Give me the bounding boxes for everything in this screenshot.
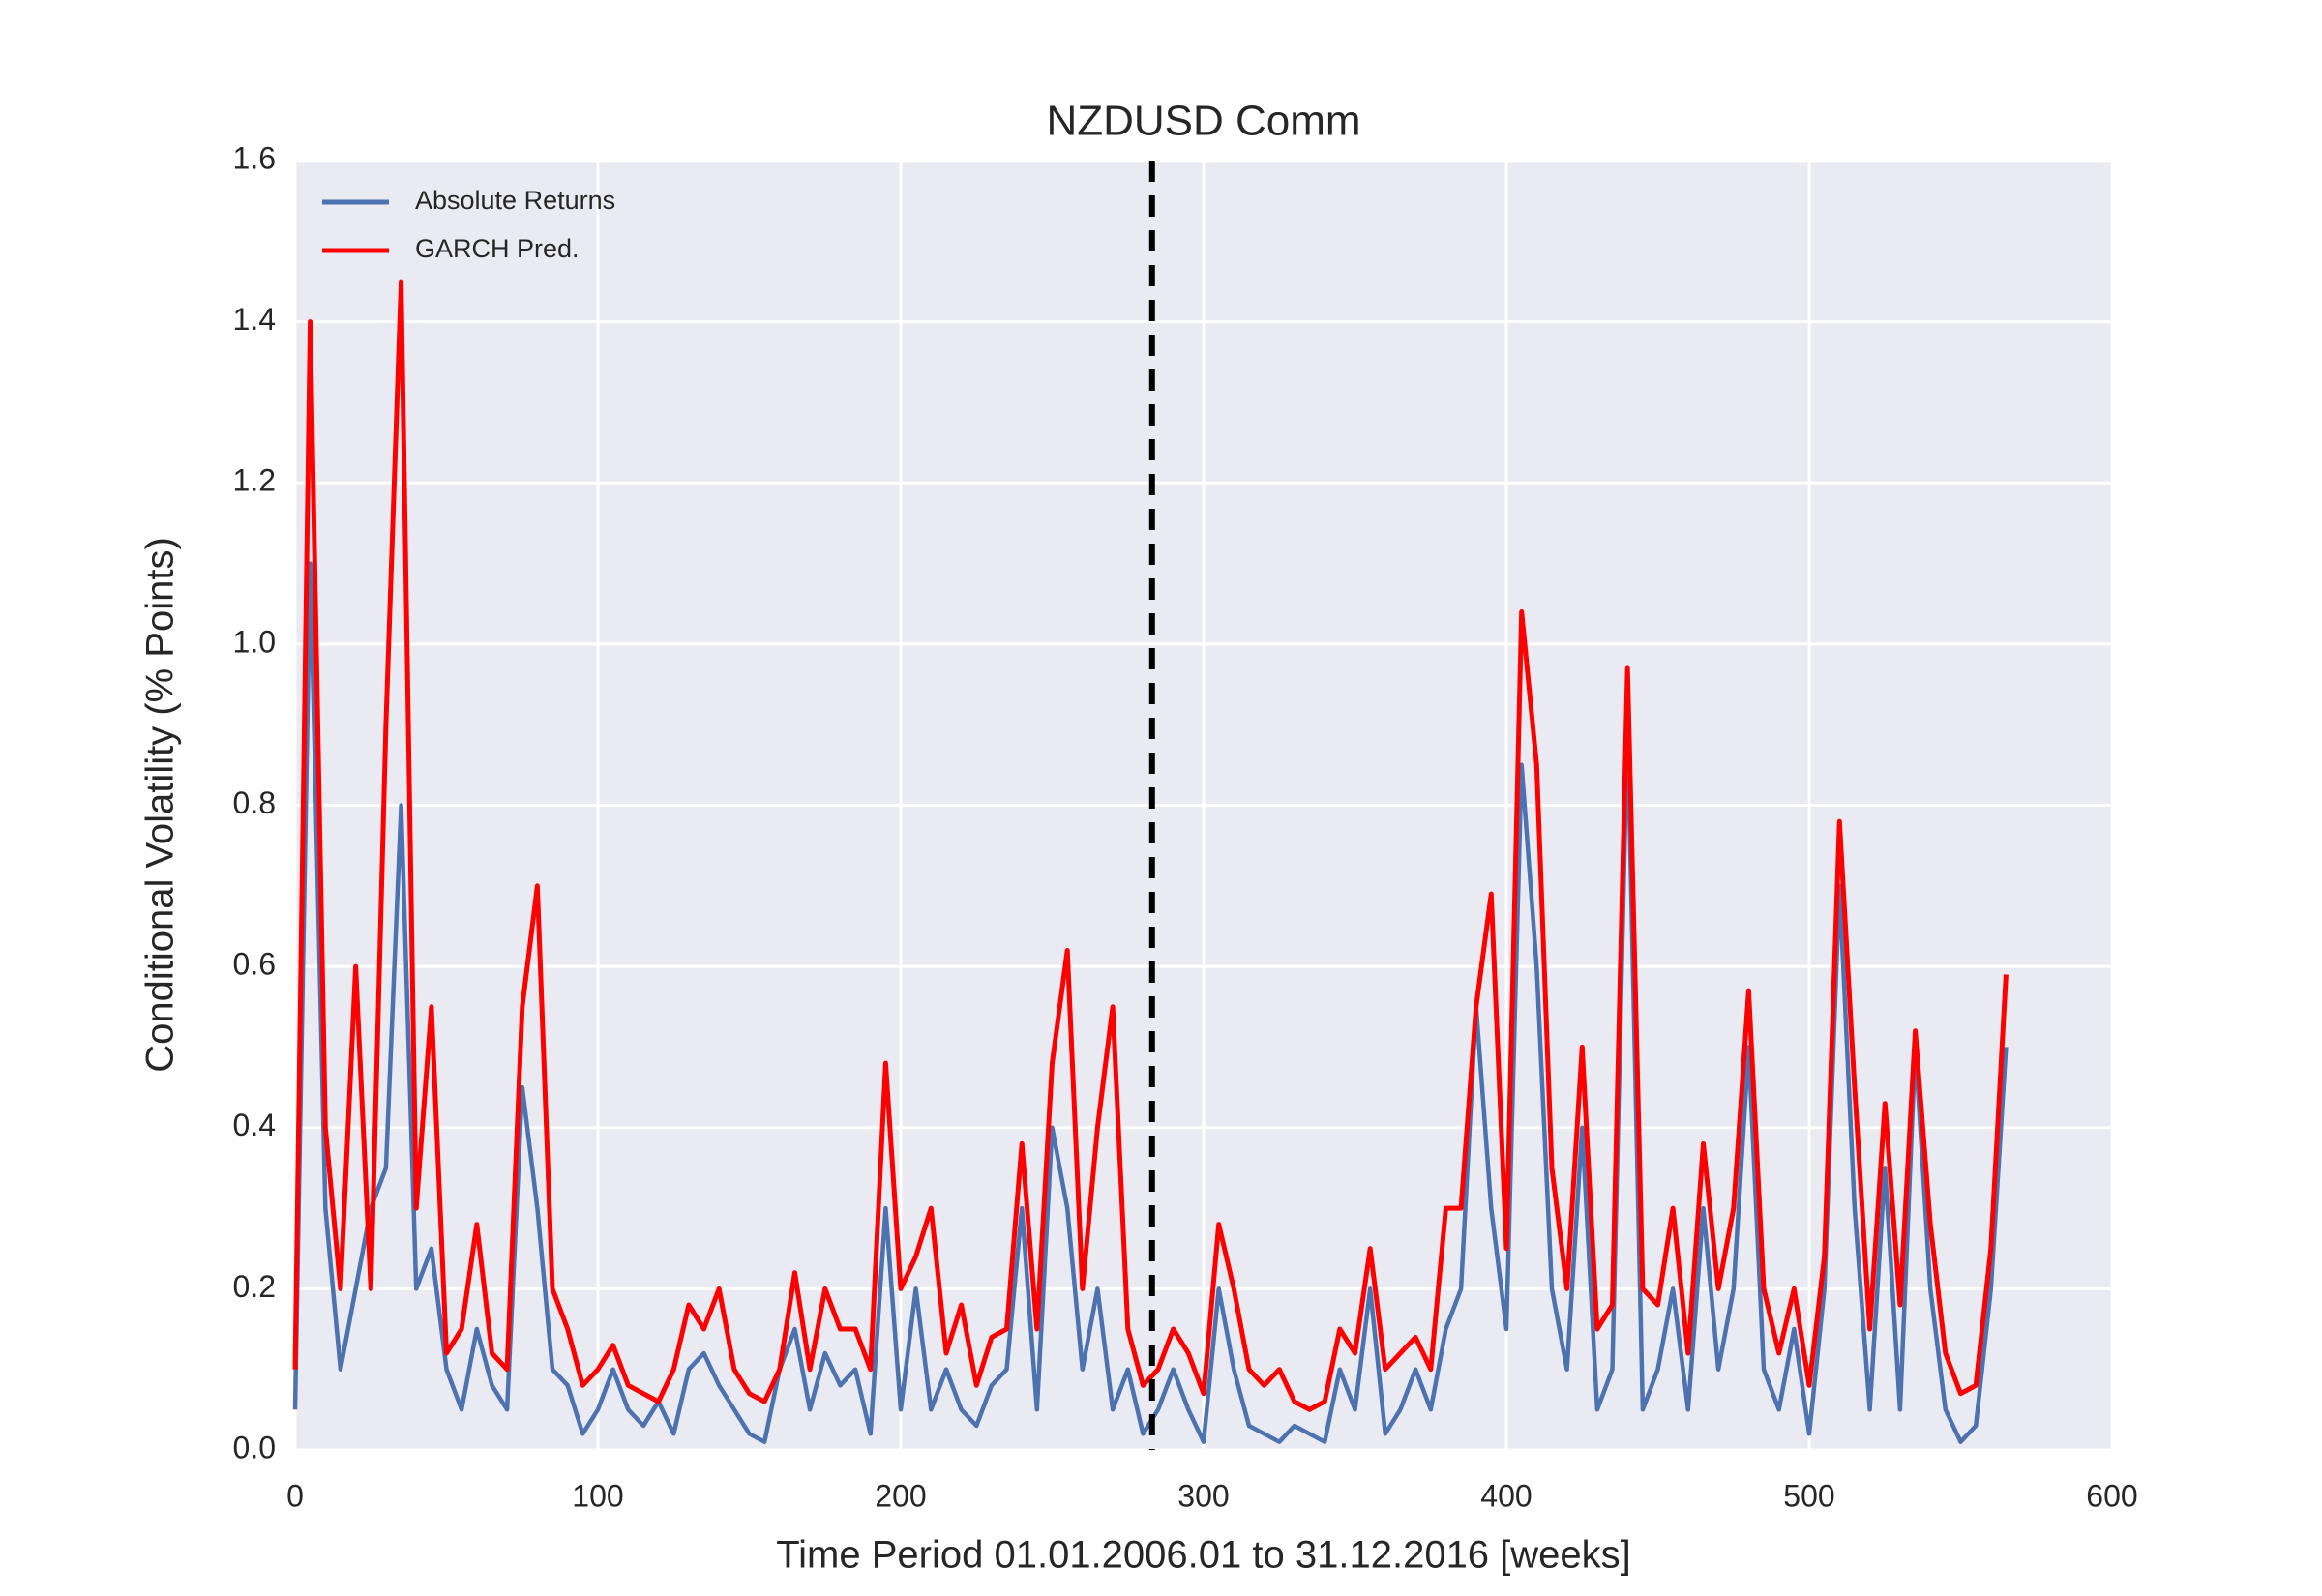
x-tick-label: 0 — [286, 1478, 304, 1513]
data-line — [292, 279, 2009, 1412]
x-tick-label: 100 — [572, 1478, 623, 1513]
y-tick-label: 0.2 — [233, 1269, 276, 1304]
x-tick-label: 300 — [1177, 1478, 1229, 1513]
y-tick-label: 0.8 — [233, 785, 276, 820]
x-tick-label: 200 — [875, 1478, 926, 1513]
y-tick-label: 1.2 — [233, 463, 276, 498]
y-tick-label: 0.4 — [233, 1108, 276, 1142]
y-tick-label: 1.4 — [233, 302, 276, 337]
y-tick-label: 1.0 — [233, 624, 276, 659]
y-axis-label: Conditional Volatility (% Points) — [139, 537, 182, 1073]
y-tick-label: 1.6 — [233, 140, 276, 175]
x-axis-label: Time Period 01.01.2006.01 to 31.12.2016 … — [776, 1534, 1631, 1577]
legend-label: GARCH Pred. — [415, 234, 580, 263]
y-tick-label: 0.0 — [233, 1430, 276, 1464]
x-tick-label: 500 — [1783, 1478, 1834, 1513]
x-tick-label: 600 — [2086, 1478, 2137, 1513]
y-tick-label: 0.6 — [233, 947, 276, 982]
legend-label: Absolute Returns — [415, 186, 615, 215]
x-tick-label: 400 — [1480, 1478, 1532, 1513]
chart-title: NZDUSD Comm — [1046, 98, 1360, 145]
